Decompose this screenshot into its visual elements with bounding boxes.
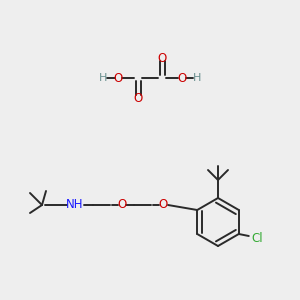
Text: O: O [158,199,168,212]
Text: O: O [177,71,187,85]
Text: NH: NH [66,199,84,212]
Text: O: O [158,52,166,64]
Text: Cl: Cl [251,232,262,245]
Text: O: O [113,71,123,85]
Text: H: H [193,73,201,83]
Text: H: H [99,73,107,83]
Text: O: O [134,92,142,104]
Text: O: O [117,199,127,212]
